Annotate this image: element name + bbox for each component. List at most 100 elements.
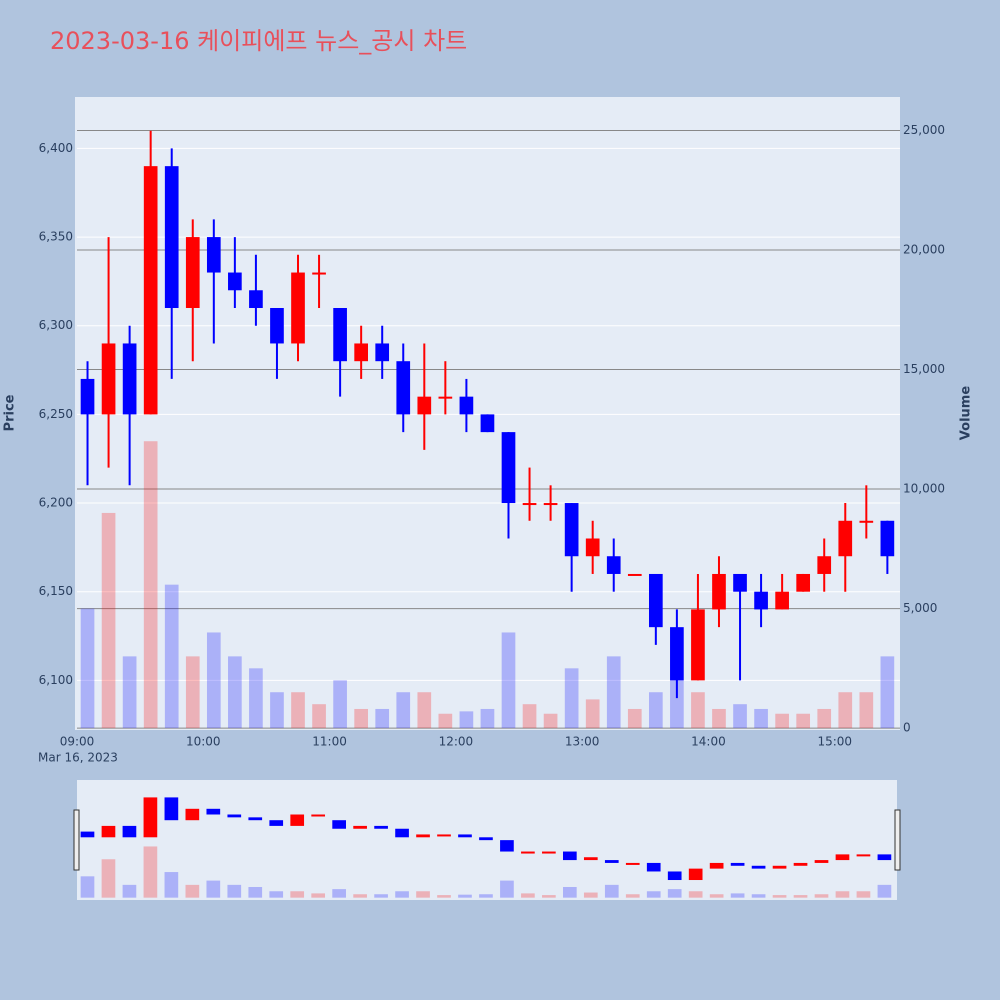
slider-volume-bar xyxy=(751,894,766,898)
candle-body xyxy=(817,556,832,574)
volume-bar xyxy=(501,632,516,729)
slider-volume-bar xyxy=(374,894,388,898)
candle-body xyxy=(691,609,705,681)
slider-candle-body xyxy=(269,820,284,826)
x-tick-label: 13:00 xyxy=(565,735,600,749)
y2-axis-title: Volume xyxy=(959,386,974,441)
candle-body xyxy=(585,538,600,557)
slider-volume-bar xyxy=(646,891,661,898)
volume-bar xyxy=(164,584,179,729)
y-axis-title: Price xyxy=(3,394,18,431)
y2-tick-label: 0 xyxy=(903,721,911,735)
y2-tick-label: 5,000 xyxy=(903,601,937,615)
volume-bar xyxy=(859,692,874,729)
volume-bar xyxy=(712,708,726,729)
volume-bar xyxy=(249,668,263,729)
slider-volume-bar xyxy=(206,880,221,898)
slider-candle-body xyxy=(290,814,305,826)
slider-candle-body xyxy=(667,871,682,881)
candle-body xyxy=(648,573,663,628)
range-handle[interactable] xyxy=(73,809,80,871)
candle-body xyxy=(543,503,558,506)
candle-body xyxy=(712,573,726,610)
volume-bar xyxy=(417,692,432,729)
y-tick-label: 6,200 xyxy=(39,496,73,510)
slider-volume-bar xyxy=(583,892,598,898)
candle-body xyxy=(880,520,895,557)
candle-body xyxy=(101,343,116,415)
candle-body xyxy=(312,272,326,275)
slider-volume-bar xyxy=(479,894,493,898)
candle-body xyxy=(670,627,684,681)
slider-candle-body xyxy=(395,828,409,838)
candle-body xyxy=(249,290,263,308)
slider-candle-body xyxy=(772,865,787,869)
volume-bar xyxy=(206,632,221,729)
candle-body xyxy=(796,573,811,592)
x-tick-label: 09:00 xyxy=(60,735,95,749)
candle-body xyxy=(396,361,411,415)
slider-volume-bar xyxy=(227,884,242,898)
slider-volume-bar xyxy=(562,886,577,898)
candle-body xyxy=(859,520,874,523)
slider-candle-body xyxy=(311,814,326,817)
slider-volume-bar xyxy=(625,894,640,898)
slider-candle-body xyxy=(604,860,619,863)
slider-candle-body xyxy=(227,814,242,818)
volume-bar xyxy=(564,668,579,729)
slider-volume-bar xyxy=(688,891,703,898)
volume-bar xyxy=(122,656,137,729)
slider-candle-body xyxy=(353,825,367,829)
y-tick-label: 6,300 xyxy=(39,318,73,332)
slider-candle-body xyxy=(143,797,158,838)
slider-volume-bar xyxy=(856,891,871,898)
y-tick-label: 6,400 xyxy=(39,141,73,155)
volume-bar xyxy=(354,708,368,729)
candle-body xyxy=(291,272,305,344)
x-tick-label: 14:00 xyxy=(691,735,726,749)
slider-candle-body xyxy=(185,808,200,821)
volume-bar xyxy=(375,708,390,729)
candle-body xyxy=(143,166,158,415)
slider-volume-bar xyxy=(416,891,430,898)
candle-body xyxy=(438,396,453,399)
candle-body xyxy=(80,378,95,415)
slider-candle-body xyxy=(856,854,871,857)
slider-candle-body xyxy=(542,851,556,854)
slider-candle-body xyxy=(814,860,829,863)
volume-bar xyxy=(796,713,811,729)
range-handle[interactable] xyxy=(894,809,901,871)
slider-volume-bar xyxy=(835,891,850,898)
volume-bar xyxy=(143,441,158,729)
y2-tick-label: 25,000 xyxy=(903,123,945,137)
candle-body xyxy=(754,591,768,610)
candle-body xyxy=(501,432,516,504)
slider-volume-bar xyxy=(437,895,451,898)
volume-bar xyxy=(606,656,621,729)
candle-body xyxy=(228,272,242,291)
slider-volume-bar xyxy=(709,894,724,898)
slider-candle-body xyxy=(793,862,808,866)
y-tick-label: 6,250 xyxy=(39,407,73,421)
x-tick-label: 15:00 xyxy=(817,735,852,749)
candle-body xyxy=(333,308,347,362)
slider-volume-bar xyxy=(290,891,305,898)
slider-candle-body xyxy=(101,825,116,838)
slider-volume-bar xyxy=(772,895,787,898)
slider-candle-body xyxy=(80,831,95,838)
slider-volume-bar xyxy=(311,893,326,898)
slider-candle-body xyxy=(877,854,892,861)
candle-body xyxy=(480,414,495,433)
slider-volume-bar xyxy=(500,880,514,898)
y-tick-label: 6,100 xyxy=(39,673,73,687)
slider-candle-body xyxy=(751,865,766,869)
slider-volume-bar xyxy=(458,894,472,898)
slider-candle-body xyxy=(248,817,263,821)
slider-volume-bar xyxy=(542,895,556,898)
slider-candle-body xyxy=(122,825,137,838)
volume-bar xyxy=(396,692,411,729)
slider-candle-body xyxy=(583,857,598,861)
volume-bar xyxy=(459,711,474,729)
slider-volume-bar xyxy=(248,886,263,898)
y2-tick-label: 15,000 xyxy=(903,362,945,376)
